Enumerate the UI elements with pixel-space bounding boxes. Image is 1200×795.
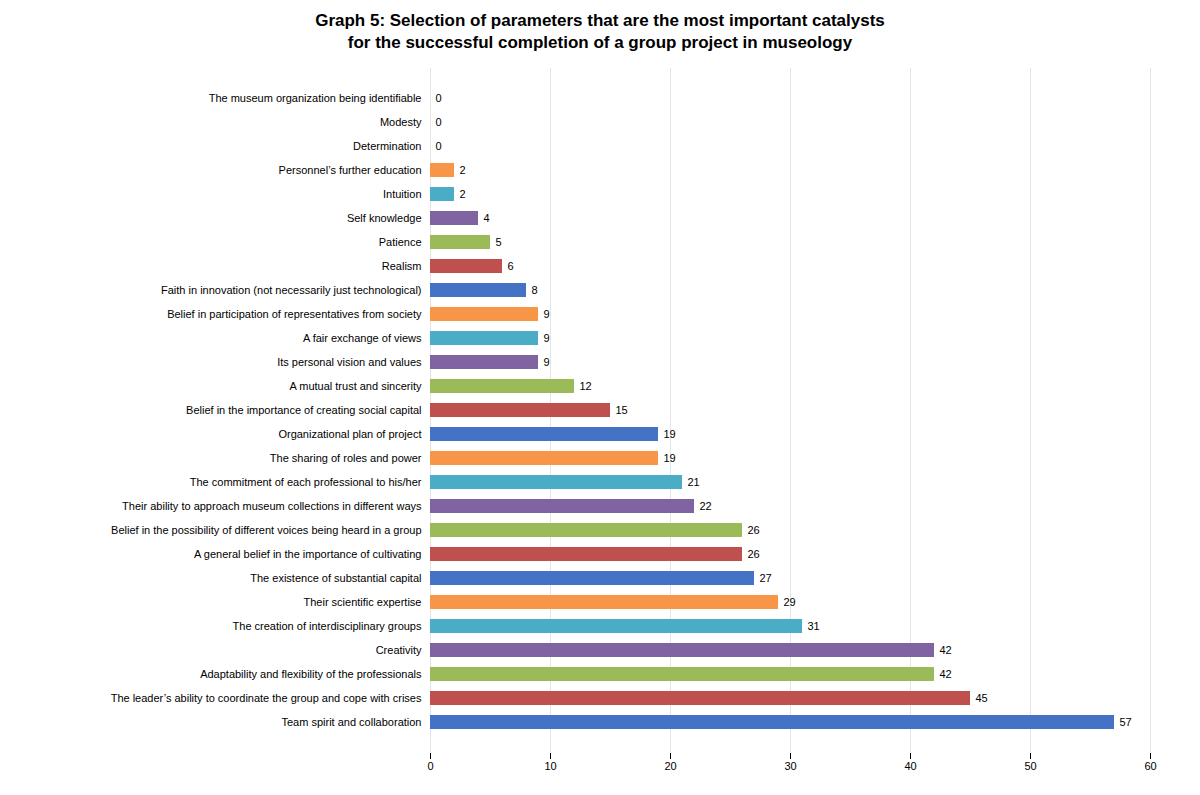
svg-text:5: 5 <box>496 236 502 248</box>
svg-text:Personnel’s further education: Personnel’s further education <box>279 164 422 176</box>
svg-text:26: 26 <box>748 524 760 536</box>
svg-text:Modesty: Modesty <box>380 116 422 128</box>
svg-text:8: 8 <box>532 284 538 296</box>
svg-text:Organizational plan of project: Organizational plan of project <box>278 428 421 440</box>
svg-text:15: 15 <box>616 404 628 416</box>
svg-text:9: 9 <box>544 356 550 368</box>
svg-text:The leader’s ability to coordi: The leader’s ability to coordinate the g… <box>111 692 422 704</box>
svg-text:19: 19 <box>664 428 676 440</box>
svg-text:Belief in the possibility of d: Belief in the possibility of different v… <box>111 524 421 536</box>
svg-text:6: 6 <box>508 260 514 272</box>
svg-text:2: 2 <box>460 164 466 176</box>
svg-text:Team spirit and collaboration: Team spirit and collaboration <box>281 716 421 728</box>
svg-text:42: 42 <box>940 668 952 680</box>
svg-text:A fair exchange of views: A fair exchange of views <box>303 332 422 344</box>
svg-text:Their scientific expertise: Their scientific expertise <box>304 596 422 608</box>
svg-text:42: 42 <box>940 644 952 656</box>
svg-text:A general belief in the import: A general belief in the importance of cu… <box>194 548 421 560</box>
svg-text:Intuition: Intuition <box>383 188 422 200</box>
svg-text:22: 22 <box>700 500 712 512</box>
svg-text:0: 0 <box>436 92 442 104</box>
svg-text:10: 10 <box>544 760 556 772</box>
svg-text:2: 2 <box>460 188 466 200</box>
svg-text:9: 9 <box>544 308 550 320</box>
svg-text:Belief in the importance of cr: Belief in the importance of creating soc… <box>186 404 421 416</box>
svg-text:Creativity: Creativity <box>376 644 422 656</box>
svg-text:60: 60 <box>1144 760 1156 772</box>
svg-text:The creation of interdisciplin: The creation of interdisciplinary groups <box>233 620 422 632</box>
svg-text:Realism: Realism <box>382 260 422 272</box>
svg-text:57: 57 <box>1120 716 1132 728</box>
svg-text:Patience: Patience <box>379 236 422 248</box>
svg-text:Their ability to approach muse: Their ability to approach museum collect… <box>122 500 422 512</box>
svg-text:29: 29 <box>784 596 796 608</box>
svg-text:The commitment of each profess: The commitment of each professional to h… <box>190 476 422 488</box>
svg-text:19: 19 <box>664 452 676 464</box>
svg-text:Faith in innovation (not neces: Faith in innovation (not necessarily jus… <box>161 284 421 296</box>
svg-text:12: 12 <box>580 380 592 392</box>
svg-text:9: 9 <box>544 332 550 344</box>
svg-text:27: 27 <box>760 572 772 584</box>
svg-text:0: 0 <box>436 116 442 128</box>
svg-text:0: 0 <box>427 760 433 772</box>
svg-text:Self knowledge: Self knowledge <box>347 212 422 224</box>
svg-text:4: 4 <box>484 212 490 224</box>
svg-text:The museum organization being: The museum organization being identifiab… <box>209 92 422 104</box>
html-text:Graph 5: Selection of paramete: Graph 5: Selection of parameters that ar… <box>315 11 885 53</box>
svg-text:50: 50 <box>1024 760 1036 772</box>
svg-text:A mutual trust and sincerity: A mutual trust and sincerity <box>289 380 422 392</box>
svg-text:30: 30 <box>784 760 796 772</box>
svg-text:The sharing of roles and power: The sharing of roles and power <box>270 452 422 464</box>
svg-text:31: 31 <box>808 620 820 632</box>
svg-text:The existence of substantial c: The existence of substantial capital <box>250 572 421 584</box>
svg-text:20: 20 <box>664 760 676 772</box>
svg-text:26: 26 <box>748 548 760 560</box>
svg-text:Belief in participation of rep: Belief in participation of representativ… <box>167 308 422 320</box>
svg-text:Adaptability and flexibility o: Adaptability and flexibility of the prof… <box>200 668 422 680</box>
svg-text:45: 45 <box>976 692 988 704</box>
svg-text:40: 40 <box>904 760 916 772</box>
svg-text:Its personal vision and values: Its personal vision and values <box>277 356 422 368</box>
svg-text:21: 21 <box>688 476 700 488</box>
svg-text:0: 0 <box>436 140 442 152</box>
svg-text:Determination: Determination <box>353 140 421 152</box>
